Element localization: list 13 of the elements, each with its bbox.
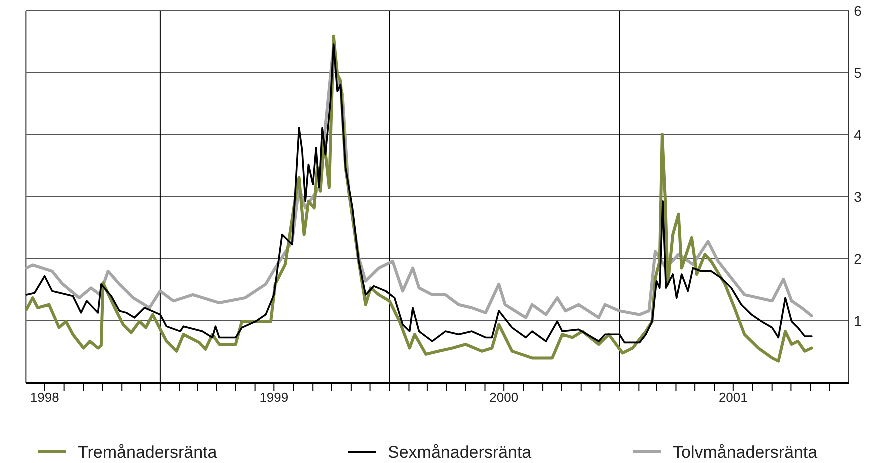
y-tick-label: 4 [854,127,862,143]
legend-label: Tolvmånadersränta [673,443,818,462]
y-tick-label: 2 [854,251,862,267]
y-tick-label: 5 [854,65,862,81]
legend-label: Sexmånadersränta [388,443,532,462]
x-tick-label: 1999 [260,390,289,405]
y-tick-label: 6 [854,3,862,19]
x-tick-label: 2001 [718,390,748,405]
x-tick-label: 1998 [30,390,60,405]
x-tick-label: 2000 [490,390,519,405]
legend-label: Tremånadersränta [78,443,218,462]
y-tick-label: 3 [854,189,862,205]
y-tick-label: 1 [854,313,862,329]
